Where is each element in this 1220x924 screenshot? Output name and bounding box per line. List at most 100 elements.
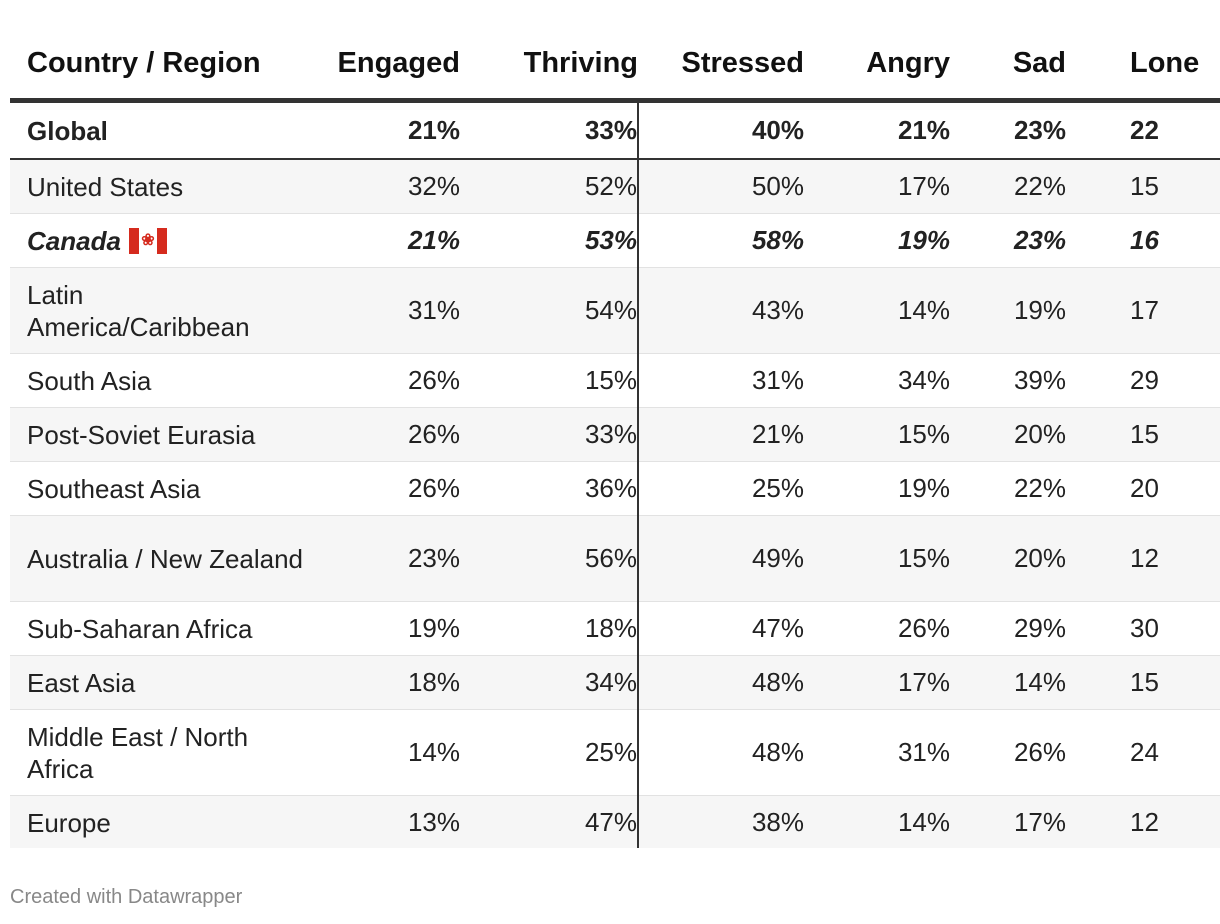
cell-engaged: 26% xyxy=(308,407,460,462)
cell-engaged: 26% xyxy=(308,461,460,516)
cell-engaged: 19% xyxy=(308,601,460,656)
table-row: Sub-Saharan Africa 19% 18% 47% 26% 29% 30 xyxy=(10,601,1220,656)
cell-sad: 23% xyxy=(950,100,1066,160)
table-row: Latin America/Caribbean 31% 54% 43% 14% 19% 17 xyxy=(10,267,1220,354)
cell-sad: 14% xyxy=(950,655,1066,710)
cell-engaged: 26% xyxy=(308,353,460,408)
cell-region: Australia / New Zealand xyxy=(10,515,308,602)
cell-stressed: 25% xyxy=(637,461,804,516)
column-header-angry[interactable]: Angry xyxy=(804,28,950,103)
cell-angry: 26% xyxy=(804,601,950,656)
cell-sad: 39% xyxy=(950,353,1066,408)
cell-angry: 31% xyxy=(804,709,950,796)
cell-engaged: 21% xyxy=(308,213,460,268)
table-row: Global 21% 33% 40% 21% 23% 22 xyxy=(10,100,1220,160)
cell-region: Canada ❀ xyxy=(10,213,308,268)
cell-region: United States xyxy=(10,159,308,214)
table-container: Country / Region Engaged Thriving Stress… xyxy=(10,28,1220,848)
cell-stressed: 21% xyxy=(637,407,804,462)
cell-region: East Asia xyxy=(10,655,308,710)
table-row: Southeast Asia 26% 36% 25% 19% 22% 20 xyxy=(10,461,1220,516)
cell-lonely: 15 xyxy=(1066,159,1220,214)
cell-stressed: 48% xyxy=(637,655,804,710)
cell-lonely: 30 xyxy=(1066,601,1220,656)
cell-stressed: 40% xyxy=(637,100,804,160)
table-row: South Asia 26% 15% 31% 34% 39% 29 xyxy=(10,353,1220,408)
cell-lonely: 12 xyxy=(1066,795,1220,848)
cell-angry: 15% xyxy=(804,407,950,462)
region-label: Global xyxy=(27,115,108,146)
region-label: Latin America/Caribbean xyxy=(27,279,250,342)
cell-region: Global xyxy=(10,100,308,160)
cell-sad: 22% xyxy=(950,461,1066,516)
cell-lonely: 29 xyxy=(1066,353,1220,408)
cell-angry: 17% xyxy=(804,655,950,710)
cell-region: Europe xyxy=(10,795,308,848)
cell-sad: 20% xyxy=(950,515,1066,602)
cell-thriving: 18% xyxy=(460,601,638,656)
cell-lonely: 12 xyxy=(1066,515,1220,602)
cell-angry: 14% xyxy=(804,795,950,848)
cell-region: Sub-Saharan Africa xyxy=(10,601,308,656)
cell-thriving: 25% xyxy=(460,709,638,796)
column-header-thriving[interactable]: Thriving xyxy=(460,28,638,103)
cell-thriving: 52% xyxy=(460,159,638,214)
cell-thriving: 54% xyxy=(460,267,638,354)
canada-flag-icon: ❀ xyxy=(128,227,167,254)
region-label: Australia / New Zealand xyxy=(27,543,304,574)
cell-engaged: 31% xyxy=(308,267,460,354)
cell-lonely: 24 xyxy=(1066,709,1220,796)
table-body: Global 21% 33% 40% 21% 23% 22 United States 32% 5… xyxy=(10,100,1220,848)
cell-engaged: 18% xyxy=(308,655,460,710)
cell-region: Southeast Asia xyxy=(10,461,308,516)
cell-angry: 34% xyxy=(804,353,950,408)
cell-angry: 15% xyxy=(804,515,950,602)
cell-engaged: 32% xyxy=(308,159,460,214)
cell-sad: 20% xyxy=(950,407,1066,462)
cell-thriving: 34% xyxy=(460,655,638,710)
table-row: Europe 13% 47% 38% 14% 17% 12 xyxy=(10,795,1220,848)
cell-thriving: 53% xyxy=(460,213,638,268)
cell-stressed: 48% xyxy=(637,709,804,796)
region-label: Southeast Asia xyxy=(27,473,201,504)
cell-angry: 19% xyxy=(804,461,950,516)
cell-stressed: 31% xyxy=(637,353,804,408)
table-row: Post-Soviet Eurasia 26% 33% 21% 15% 20% 15 xyxy=(10,407,1220,462)
column-header-lonely[interactable]: Lone xyxy=(1066,28,1220,103)
cell-thriving: 33% xyxy=(460,100,638,160)
cell-sad: 26% xyxy=(950,709,1066,796)
footer-credit: Created with Datawrapper xyxy=(10,886,243,908)
cell-engaged: 14% xyxy=(308,709,460,796)
column-header-country[interactable]: Country / Region xyxy=(10,28,308,103)
table-row: East Asia 18% 34% 48% 17% 14% 15 xyxy=(10,655,1220,710)
cell-thriving: 36% xyxy=(460,461,638,516)
cell-stressed: 58% xyxy=(637,213,804,268)
cell-lonely: 15 xyxy=(1066,407,1220,462)
cell-lonely: 17 xyxy=(1066,267,1220,354)
cell-sad: 22% xyxy=(950,159,1066,214)
cell-engaged: 23% xyxy=(308,515,460,602)
cell-sad: 29% xyxy=(950,601,1066,656)
cell-lonely: 16 xyxy=(1066,213,1220,268)
cell-lonely: 15 xyxy=(1066,655,1220,710)
cell-stressed: 43% xyxy=(637,267,804,354)
cell-thriving: 15% xyxy=(460,353,638,408)
cell-region: South Asia xyxy=(10,353,308,408)
header-row: Country / Region Engaged Thriving Stress… xyxy=(10,28,1220,103)
region-label: Europe xyxy=(27,807,111,838)
cell-lonely: 20 xyxy=(1066,461,1220,516)
region-label: Middle East / North Africa xyxy=(27,721,249,784)
region-label: Canada xyxy=(27,225,121,256)
column-header-engaged[interactable]: Engaged xyxy=(308,28,460,103)
column-header-stressed[interactable]: Stressed xyxy=(638,28,804,103)
column-header-sad[interactable]: Sad xyxy=(950,28,1066,103)
cell-region: Latin America/Caribbean xyxy=(10,267,308,354)
cell-engaged: 13% xyxy=(308,795,460,848)
region-label: United States xyxy=(27,171,184,202)
cell-engaged: 21% xyxy=(308,100,460,160)
cell-region: Middle East / North Africa xyxy=(10,709,308,796)
table-row: United States 32% 52% 50% 17% 22% 15 xyxy=(10,159,1220,214)
cell-angry: 14% xyxy=(804,267,950,354)
cell-angry: 19% xyxy=(804,213,950,268)
cell-stressed: 38% xyxy=(637,795,804,848)
